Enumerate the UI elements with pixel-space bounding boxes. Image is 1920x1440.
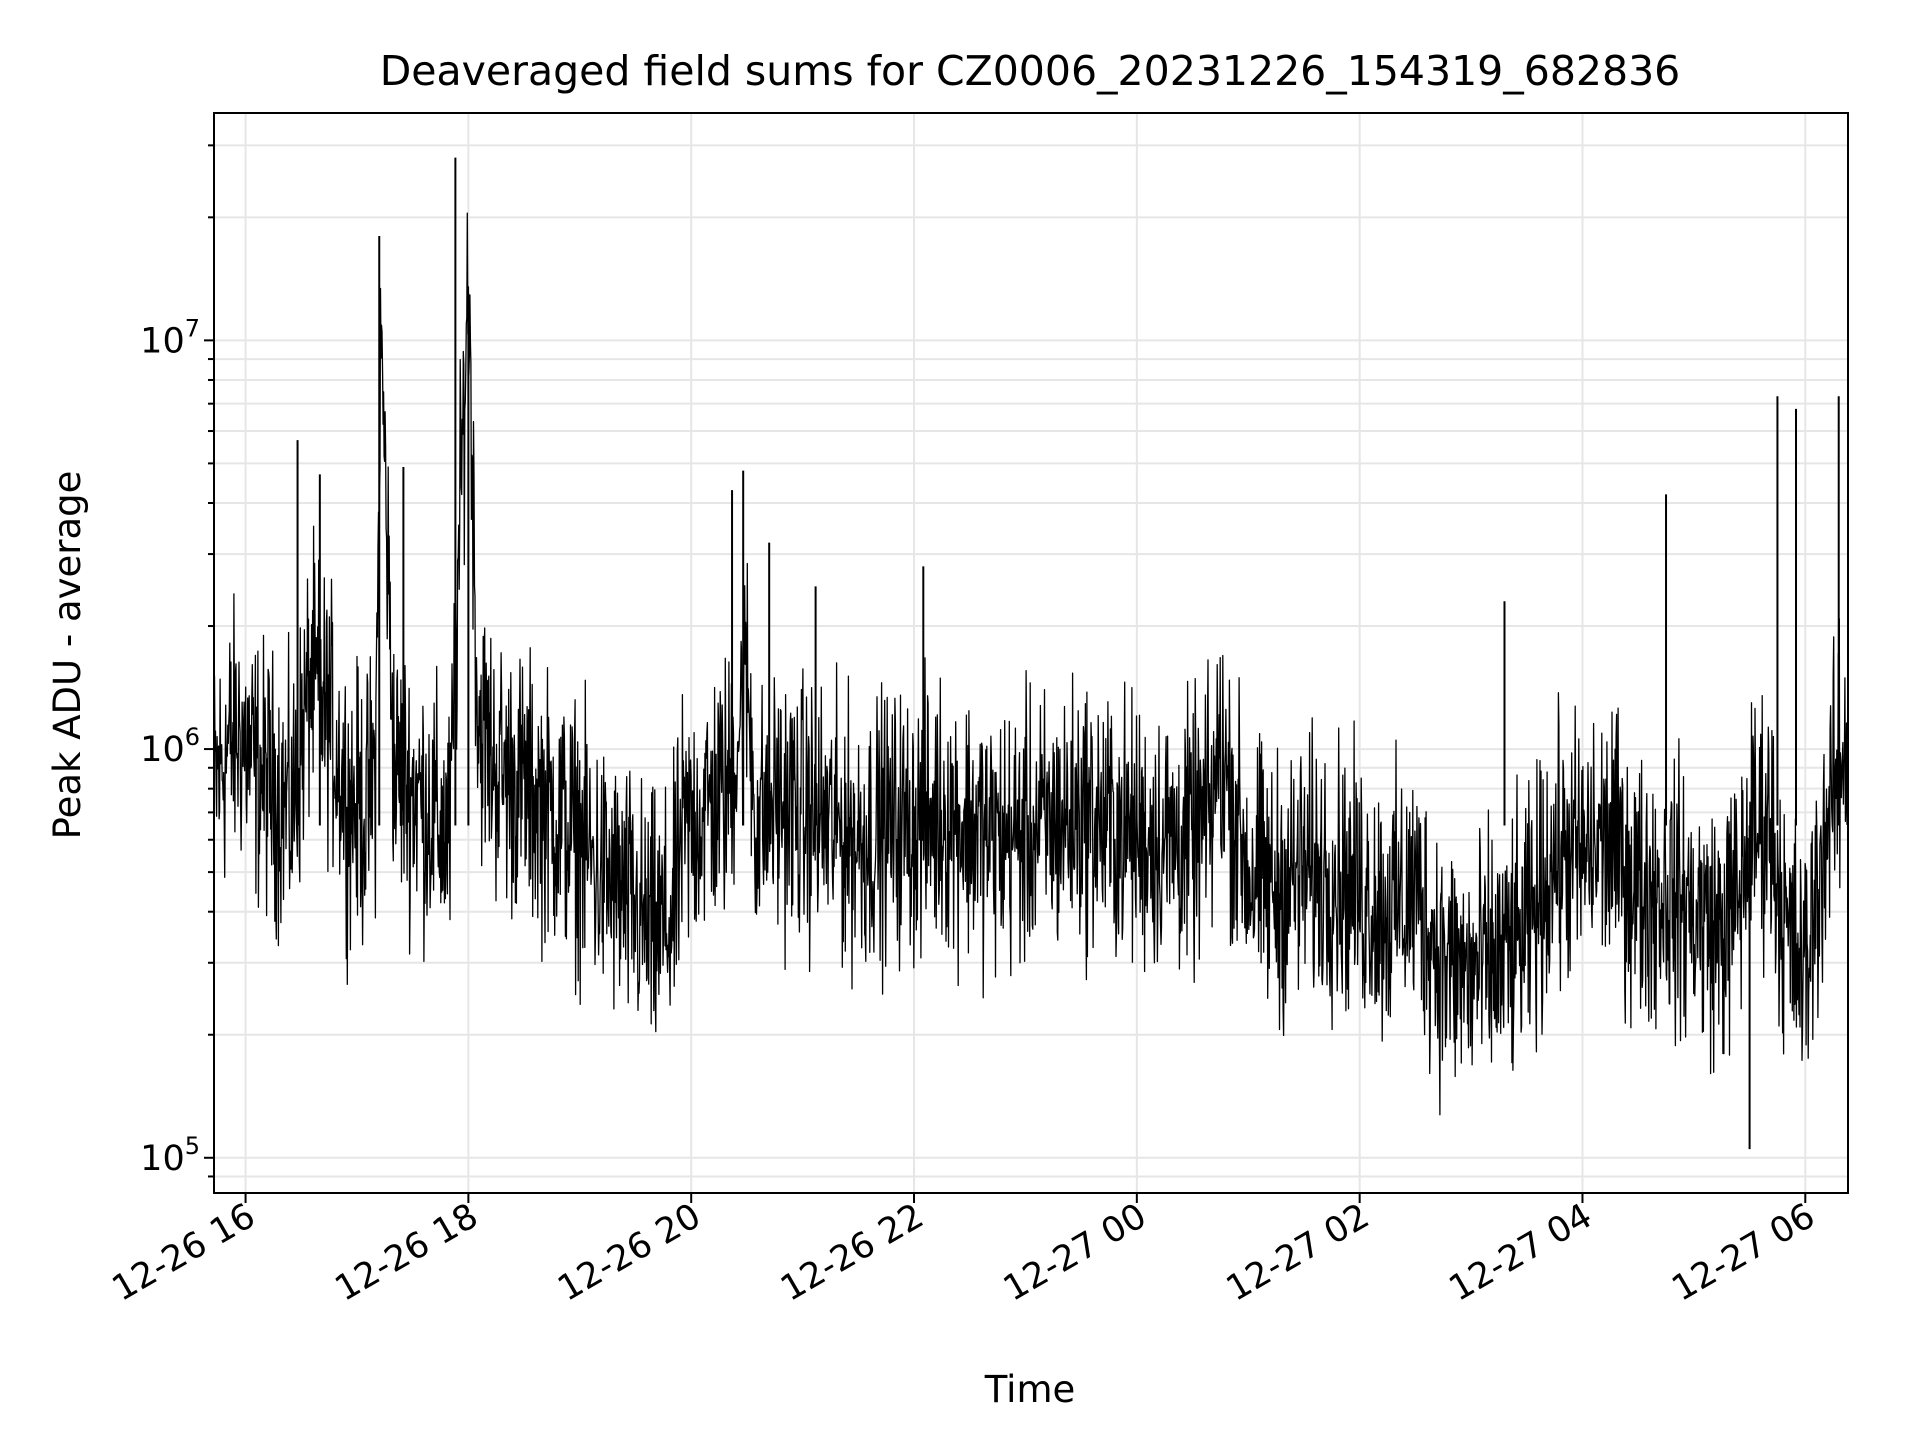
x-axis-label: Time [984,1368,1076,1411]
plot-frame [213,112,1849,1194]
series-line [213,212,1849,1116]
y-tick-base: 10 [140,321,185,361]
y-tick-label: 107 [140,314,200,361]
y-tick-base: 10 [140,1139,185,1179]
y-tick-exponent: 5 [185,1132,200,1160]
series-line-group [213,157,1849,1150]
y-axis-label: Peak ADU - average [46,471,89,840]
y-tick-base: 10 [140,730,185,770]
y-tick-label: 106 [140,723,200,770]
y-tick-exponent: 7 [185,314,200,342]
chart-title: Deaveraged field sums for CZ0006_2023122… [380,47,1681,95]
y-tick-label: 105 [140,1132,200,1179]
y-tick-exponent: 6 [185,723,200,751]
